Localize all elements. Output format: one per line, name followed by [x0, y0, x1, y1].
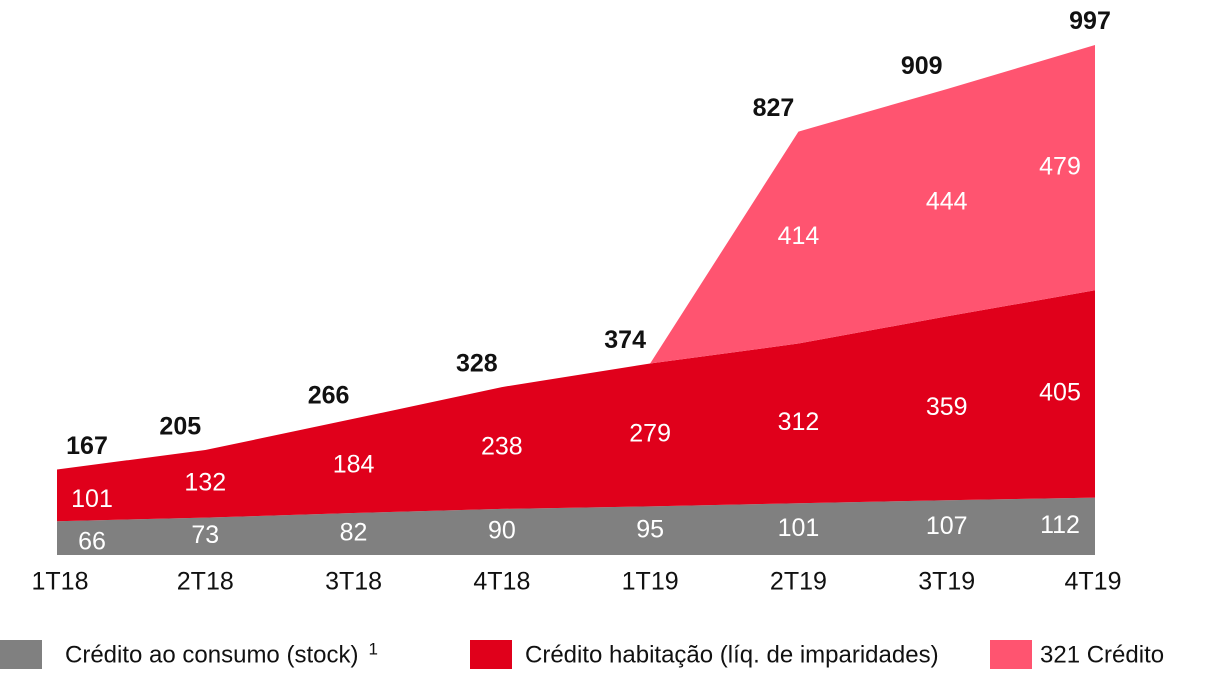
- x-tick-label: 1T18: [32, 568, 89, 596]
- value-label: 82: [340, 519, 368, 547]
- value-label: 184: [333, 451, 375, 479]
- total-label: 997: [1069, 7, 1111, 35]
- x-tick-label: 4T18: [473, 568, 530, 596]
- value-label: 238: [481, 433, 523, 461]
- area: [57, 497, 1095, 555]
- x-tick-label: 4T19: [1065, 568, 1122, 596]
- total-label: 827: [753, 94, 795, 122]
- x-tick-label: 3T18: [325, 568, 382, 596]
- total-label: 328: [456, 350, 498, 378]
- value-label: 414: [778, 222, 820, 250]
- area: [57, 290, 1095, 522]
- area: [650, 45, 1095, 364]
- total-label: 266: [308, 381, 350, 409]
- value-label: 279: [629, 420, 671, 448]
- total-label: 205: [159, 413, 201, 441]
- total-label: 374: [604, 326, 646, 354]
- x-tick-label: 1T19: [622, 568, 679, 596]
- value-label: 479: [1039, 152, 1081, 180]
- value-label: 73: [191, 521, 219, 549]
- value-label: 405: [1039, 379, 1081, 407]
- value-label: 444: [926, 187, 968, 215]
- value-label: 101: [778, 514, 820, 542]
- footnote-marker: 1: [368, 639, 377, 658]
- value-label: 359: [926, 393, 968, 421]
- value-label: 132: [184, 468, 226, 496]
- legend-label: 321 Crédito: [1040, 641, 1164, 668]
- legend-swatch: [990, 640, 1032, 670]
- value-label: 95: [636, 515, 664, 543]
- legend-swatch: [0, 640, 42, 670]
- value-label: 312: [778, 408, 820, 436]
- value-label: 112: [1040, 511, 1080, 539]
- value-label: 101: [71, 485, 113, 513]
- legend-label: Crédito ao consumo (stock): [65, 641, 358, 668]
- total-label: 167: [66, 432, 108, 460]
- total-label: 909: [901, 52, 943, 80]
- legend-label: Crédito habitação (líq. de imparidades): [525, 641, 939, 668]
- x-tick-label: 2T19: [770, 568, 827, 596]
- value-label: 90: [488, 517, 516, 545]
- value-label: 107: [926, 512, 968, 540]
- x-tick-label: 2T18: [177, 568, 234, 596]
- value-label: 66: [78, 528, 106, 556]
- x-tick-label: 3T19: [918, 568, 975, 596]
- legend-swatch: [470, 640, 512, 670]
